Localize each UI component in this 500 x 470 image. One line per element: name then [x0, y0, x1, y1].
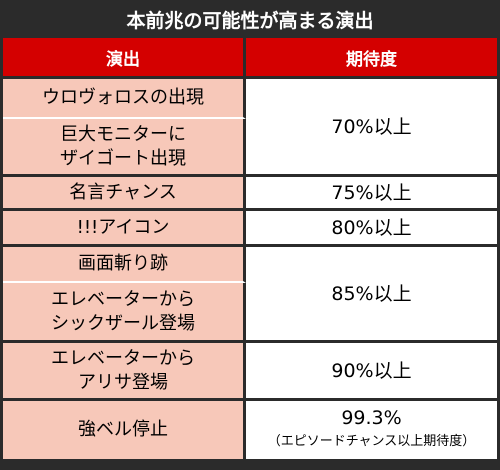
effect-cell: !!!アイコン: [3, 211, 246, 247]
table-row: エレベーターから アリサ登場 90%以上: [3, 343, 497, 401]
probability-cell: 85%以上: [246, 247, 497, 343]
probability-value: 99.3%: [341, 407, 402, 429]
table-title: 本前兆の可能性が高まる演出: [126, 9, 374, 32]
probability-cell: 70%以上: [246, 79, 497, 177]
effect-label: 画面斬り跡: [78, 253, 168, 274]
table-row: エレベーターから シックザール登場: [3, 283, 497, 343]
probability-cell: 75%以上: [246, 177, 497, 211]
table-row: ウロヴォロスの出現 70%以上: [3, 79, 497, 177]
effect-label: !!!アイコン: [76, 216, 170, 238]
header-probability: 期待度: [246, 38, 497, 79]
probability-cell: 80%以上: [246, 211, 497, 247]
table-row: 強ベル停止 99.3% （エピソードチャンス以上期待度）: [3, 401, 497, 459]
effect-cell: 強ベル停止: [3, 401, 246, 459]
table-row: 画面斬り跡 85%以上: [3, 247, 497, 343]
effect-cell: 名言チャンス: [3, 177, 246, 211]
table-row: 巨大モニターに ザイゴート出現: [3, 119, 497, 177]
probability-cell: 99.3% （エピソードチャンス以上期待度）: [246, 401, 497, 459]
header-effect: 演出: [3, 38, 246, 79]
table-row: 名言チャンス 75%以上: [3, 177, 497, 211]
effect-cell: ウロヴォロスの出現: [3, 79, 246, 119]
probability-note: （エピソードチャンス以上期待度）: [267, 434, 476, 449]
effect-label: 強ベル停止: [78, 419, 168, 440]
effect-cell: 画面斬り跡: [3, 247, 246, 283]
effect-label: ウロヴォロスの出現: [42, 87, 204, 108]
effect-label: エレベーターから シックザール登場: [51, 288, 195, 334]
effect-probability-table: 演出 期待度 ウロヴォロスの出現 70%以上 巨大モニターに ザイゴート出現 名言…: [3, 38, 497, 459]
effect-label: 名言チャンス: [69, 181, 177, 203]
probability-cell: 90%以上: [246, 343, 497, 401]
effect-label: 巨大モニターに ザイゴート出現: [60, 123, 186, 169]
table-row: !!!アイコン 80%以上: [3, 211, 497, 247]
effect-cell: エレベーターから シックザール登場: [3, 283, 246, 343]
effect-cell: 巨大モニターに ザイゴート出現: [3, 119, 246, 177]
effect-cell: エレベーターから アリサ登場: [3, 343, 246, 401]
effect-label: エレベーターから アリサ登場: [51, 347, 195, 393]
